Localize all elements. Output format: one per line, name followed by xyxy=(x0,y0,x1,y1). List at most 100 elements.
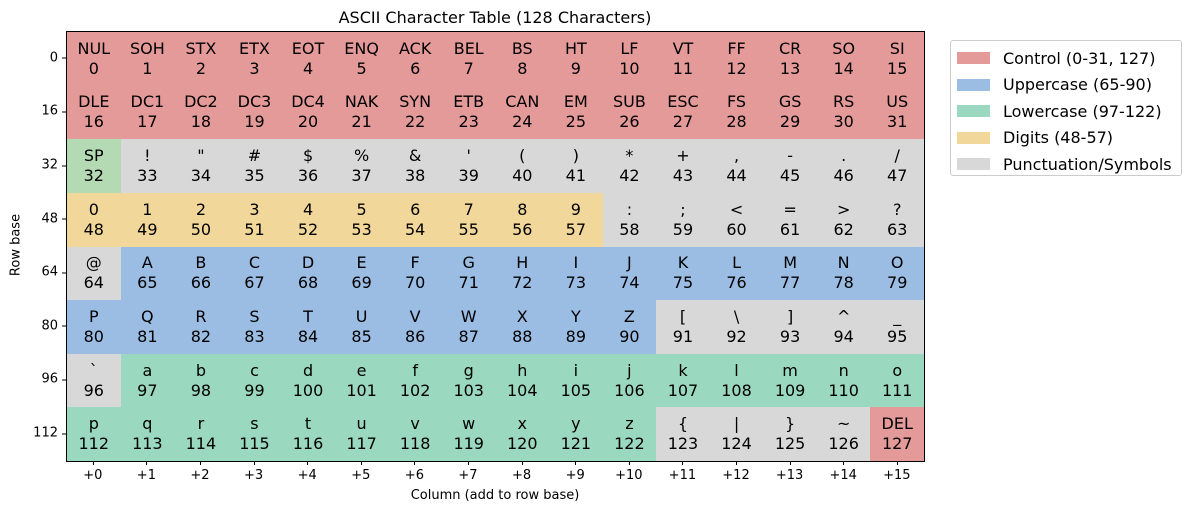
cell-code: 123 xyxy=(667,434,699,454)
ascii-cell: SI 15 xyxy=(870,32,924,86)
cell-char: ? xyxy=(892,199,902,219)
ascii-cell: N 78 xyxy=(816,246,871,301)
cell-char: l xyxy=(734,360,739,380)
cell-code: 50 xyxy=(190,219,212,239)
cell-code: 87 xyxy=(458,326,479,346)
cell-char: DLE xyxy=(78,92,110,112)
cell-code: 44 xyxy=(726,166,747,186)
cell-code: 100 xyxy=(292,380,324,400)
cell-char: = xyxy=(783,199,797,219)
ascii-cell: CAN 24 xyxy=(495,85,550,140)
cell-char: Q xyxy=(141,306,154,326)
cell-code: 69 xyxy=(351,273,372,293)
cell-code: 61 xyxy=(779,219,801,239)
ascii-cell: NAK 21 xyxy=(334,85,389,140)
cell-char: G xyxy=(462,253,475,273)
x-tick-label: +0 xyxy=(68,461,118,483)
cell-code: 125 xyxy=(774,434,806,454)
ascii-cell: ESC 27 xyxy=(656,85,710,140)
ascii-cell: M 77 xyxy=(763,246,817,301)
cell-char: ETB xyxy=(453,92,485,112)
ascii-cell: Z 90 xyxy=(602,300,657,354)
ascii-cell: #35 xyxy=(227,139,282,193)
ascii-cell: /47 xyxy=(870,139,924,193)
cell-code: 19 xyxy=(244,112,265,132)
ascii-cell: ETB 23 xyxy=(441,85,496,140)
cell-char: Z xyxy=(623,306,635,326)
legend-item: Control (0-31, 127) xyxy=(957,45,1181,72)
cell-char: W xyxy=(460,306,477,326)
cell-code: 31 xyxy=(887,112,908,132)
y-tick-label: 112 xyxy=(0,426,66,441)
cell-code: 112 xyxy=(78,434,110,454)
ascii-cell: x 120 xyxy=(495,407,550,461)
cell-char: _ xyxy=(893,306,902,326)
y-tick-label: 48 xyxy=(0,211,66,226)
cell-code: 70 xyxy=(404,273,426,293)
ascii-cell: k 107 xyxy=(656,353,710,408)
ascii-cell: W 87 xyxy=(441,300,496,354)
ascii-cell: DC3 19 xyxy=(227,85,282,140)
chart-title: ASCII Character Table (128 Characters) xyxy=(338,8,652,27)
ascii-cell: LF 10 xyxy=(602,32,657,86)
ascii-cell: [91 xyxy=(656,300,710,354)
cell-char: f xyxy=(412,360,418,380)
ascii-cell: & 38 xyxy=(388,139,442,193)
cell-char: E xyxy=(356,253,367,273)
ascii-cell: } 125 xyxy=(763,407,817,461)
cell-char: DEL xyxy=(881,414,913,434)
cell-code: 118 xyxy=(399,434,431,454)
cell-code: 49 xyxy=(137,219,158,239)
cell-code: 29 xyxy=(779,112,801,132)
cell-code: 107 xyxy=(667,380,699,400)
cell-code: 40 xyxy=(512,166,533,186)
ascii-cell: DLE 16 xyxy=(67,85,121,140)
cell-code: 84 xyxy=(297,326,319,346)
ascii-cell: j 106 xyxy=(602,353,657,408)
cell-char: 1 xyxy=(142,199,153,219)
cell-code: 59 xyxy=(672,219,694,239)
cell-char: 9 xyxy=(570,199,581,219)
ascii-cell: K 75 xyxy=(656,246,710,301)
cell-code: 56 xyxy=(512,219,533,239)
cell-char: $ xyxy=(302,146,314,166)
cell-code: 36 xyxy=(297,166,319,186)
cell-char: FS xyxy=(726,92,747,112)
cell-char: SYN xyxy=(399,92,432,112)
cell-char: i xyxy=(573,360,579,380)
cell-char: h xyxy=(517,360,528,380)
cell-code: 62 xyxy=(833,219,854,239)
cell-char: | xyxy=(733,414,740,434)
ascii-cell: y 121 xyxy=(549,407,603,461)
ascii-cell: G 71 xyxy=(441,246,496,301)
cell-char: SP xyxy=(83,146,104,166)
ascii-cell: ; 59 xyxy=(656,192,710,247)
cell-char: RS xyxy=(833,92,855,112)
cell-code: 15 xyxy=(887,58,908,78)
cell-code: 117 xyxy=(346,434,377,454)
cell-char: ACK xyxy=(398,38,432,58)
cell-code: 92 xyxy=(726,326,747,346)
x-tick-label: +6 xyxy=(389,461,439,483)
cell-char: t xyxy=(304,414,312,434)
cell-char: 4 xyxy=(302,199,314,219)
ascii-cell: CR 13 xyxy=(763,32,817,86)
cell-code: 110 xyxy=(828,380,859,400)
cell-char: 2 xyxy=(195,199,206,219)
cell-code: 98 xyxy=(190,380,212,400)
ascii-cell: u 117 xyxy=(334,407,389,461)
cell-char: O xyxy=(890,253,904,273)
cell-code: 94 xyxy=(833,326,854,346)
ascii-cell: ACK 6 xyxy=(388,32,442,86)
cell-code: 24 xyxy=(512,112,533,132)
cell-code: 30 xyxy=(833,112,854,132)
ascii-cell: 3 51 xyxy=(227,192,282,247)
ascii-cell: STX 2 xyxy=(174,32,228,86)
cell-code: 55 xyxy=(458,219,479,239)
ascii-cell: F 70 xyxy=(388,246,442,301)
cell-code: 3 xyxy=(249,58,260,78)
cell-char: DC3 xyxy=(237,92,272,112)
cell-code: 88 xyxy=(512,326,533,346)
cell-code: 20 xyxy=(297,112,319,132)
cell-code: 97 xyxy=(137,380,158,400)
